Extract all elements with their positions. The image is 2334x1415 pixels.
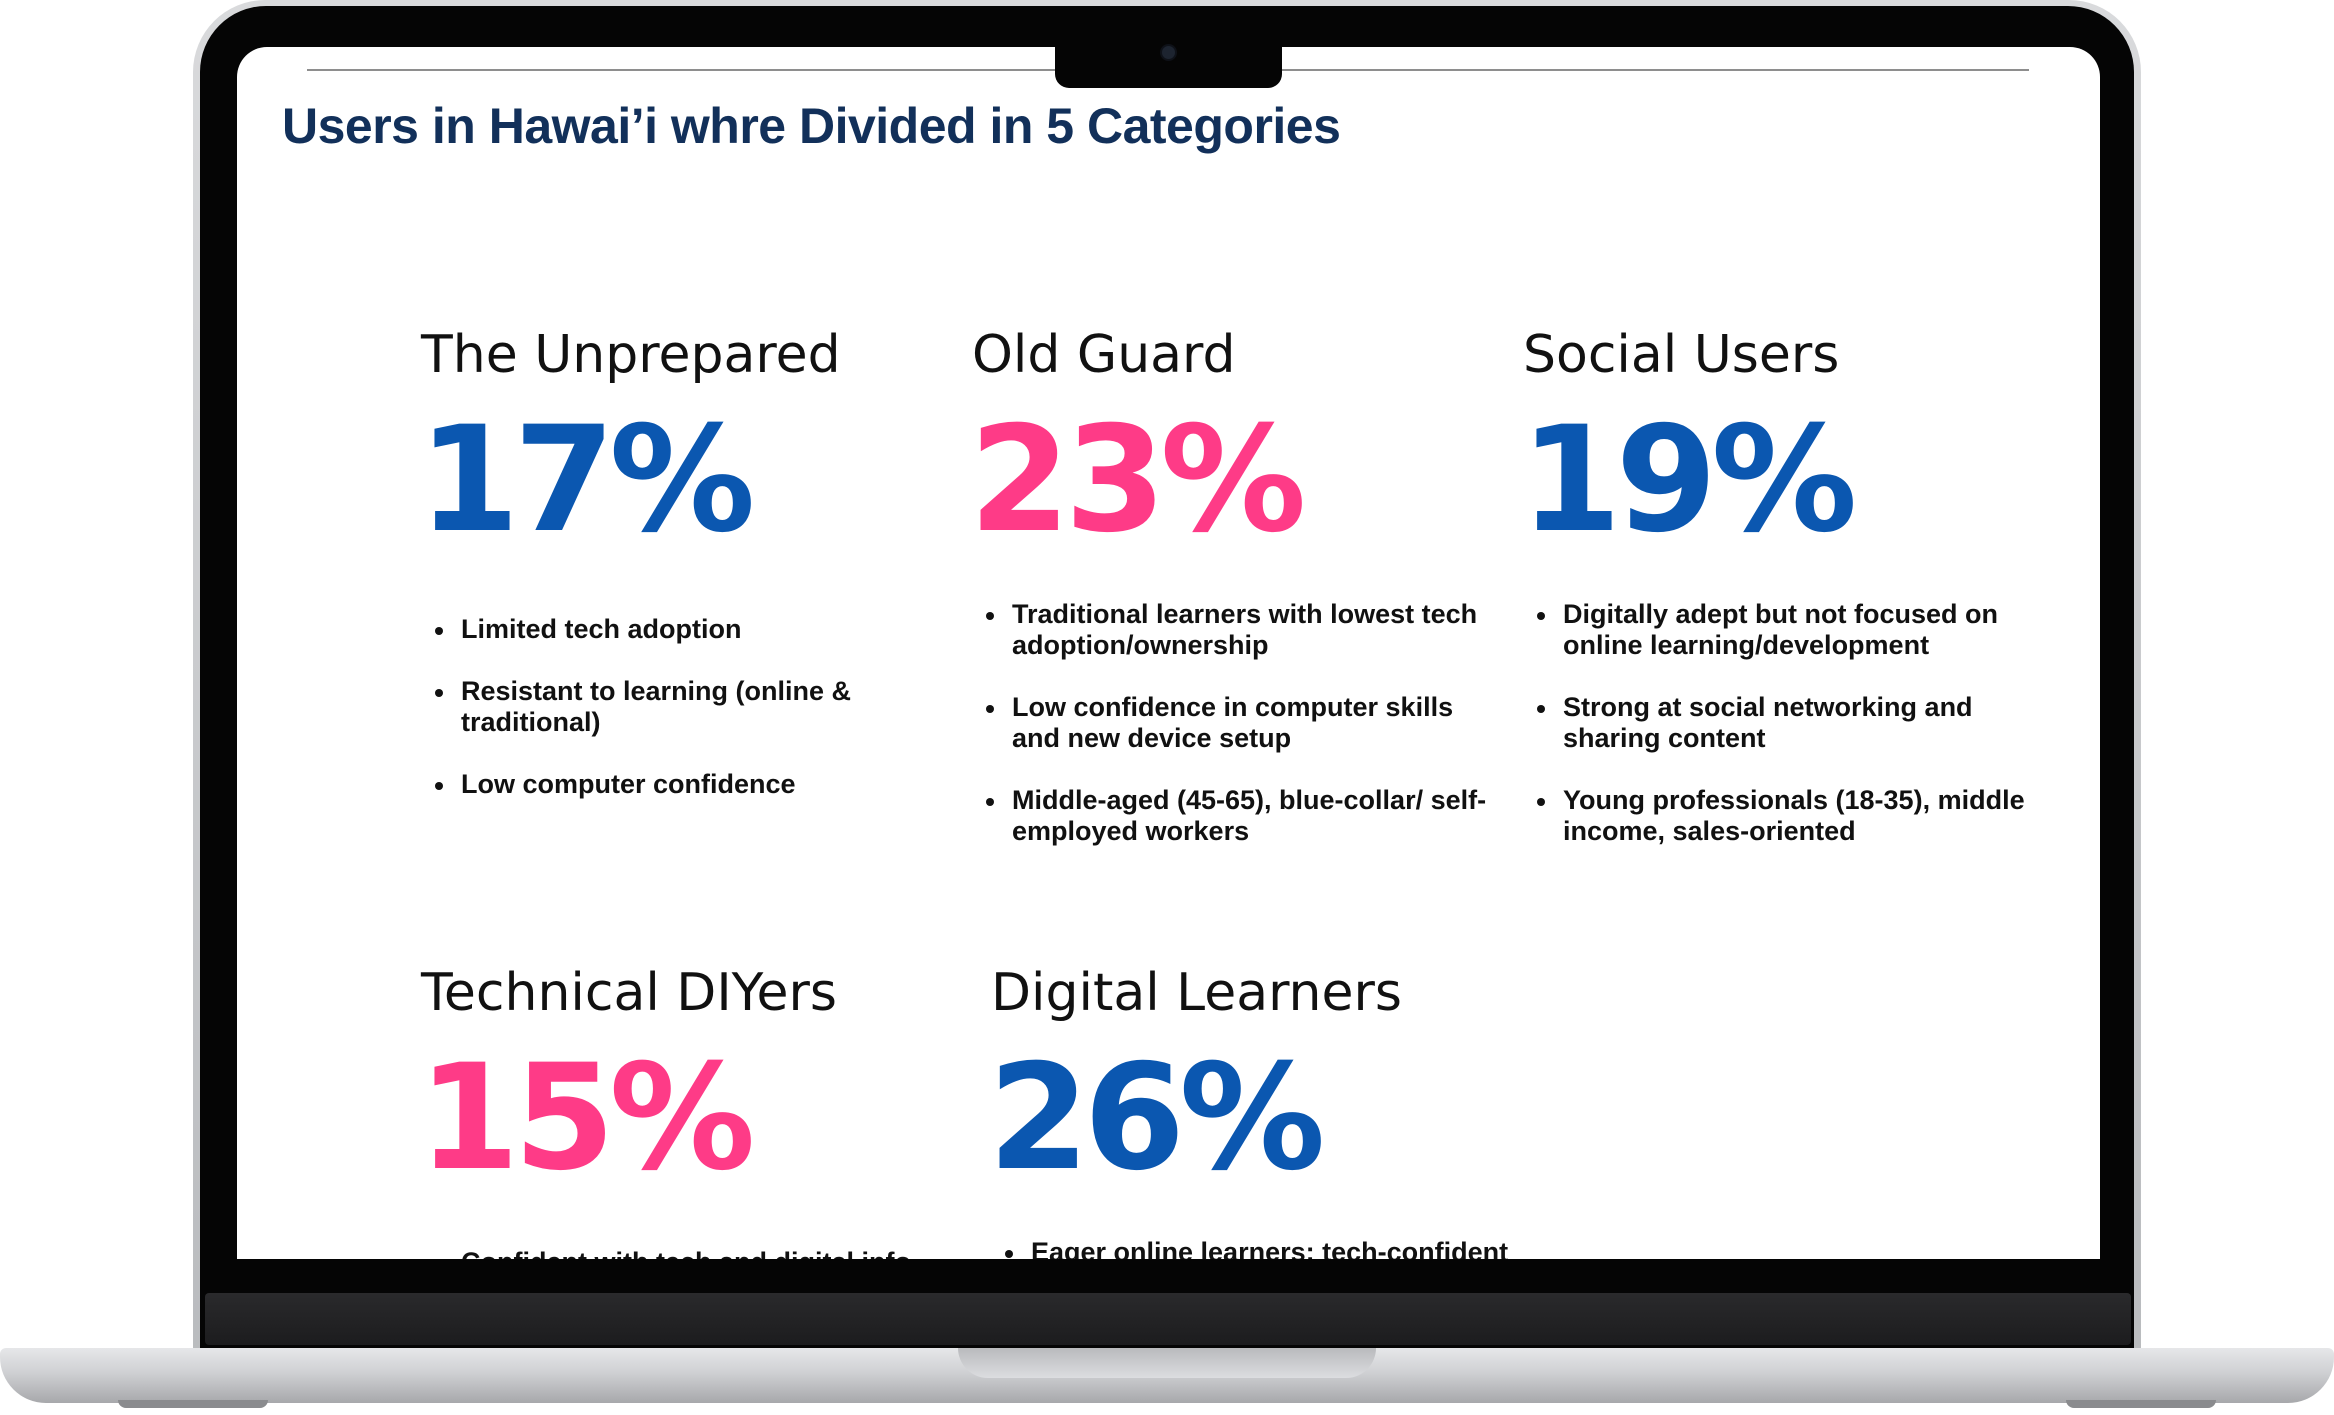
bullet-item: Strong at social networking and sharing … xyxy=(1523,692,2043,754)
bullet-item: Low confidence in computer skills and ne… xyxy=(972,692,1492,754)
camera-icon xyxy=(1160,44,1177,61)
category-percent: 26% xyxy=(988,1033,1325,1203)
category-percent: 19% xyxy=(1520,395,1857,565)
category-percent: 15% xyxy=(418,1033,755,1203)
laptop-screen: Users in Hawai’i whre Divided in 5 Categ… xyxy=(237,47,2100,1259)
category-name: Technical DIYers xyxy=(421,963,837,1023)
bullet-item: Eager online learners; tech-confident xyxy=(991,1237,1511,1259)
category-card-social-users: Social Users 19% Digitally adept but not… xyxy=(1520,325,2025,846)
category-card-unprepared: The Unprepared 17% Limited tech adoption… xyxy=(418,325,851,799)
category-bullets: Traditional learners with lowest tech ad… xyxy=(972,599,1492,878)
category-name: Old Guard xyxy=(972,325,1236,385)
category-bullets: Eager online learners; tech-confident xyxy=(991,1237,1511,1259)
category-name: The Unprepared xyxy=(421,325,841,385)
laptop-foot-right xyxy=(2066,1400,2216,1408)
category-name: Digital Learners xyxy=(991,963,1402,1023)
bullet-item: Traditional learners with lowest tech ad… xyxy=(972,599,1492,661)
laptop-opening-notch xyxy=(958,1348,1376,1378)
category-card-technical-diyers: Technical DIYers 15% Confident with tech… xyxy=(418,963,911,1259)
laptop-chin xyxy=(205,1293,2131,1345)
bullet-item: Confident with tech and digital info xyxy=(421,1247,941,1259)
bullet-item: Middle-aged (45-65), blue-collar/ self-e… xyxy=(972,785,1492,847)
category-percent: 17% xyxy=(418,395,755,565)
category-bullets: Digitally adept but not focused on onlin… xyxy=(1523,599,2043,878)
bullet-item: Resistant to learning (online & traditio… xyxy=(421,676,941,738)
slide-title: Users in Hawai’i whre Divided in 5 Categ… xyxy=(282,98,1341,154)
category-card-digital-learners: Digital Learners 26% Eager online learne… xyxy=(988,963,1508,1259)
bullet-item: Digitally adept but not focused on onlin… xyxy=(1523,599,2043,661)
category-percent: 23% xyxy=(969,395,1306,565)
category-bullets: Confident with tech and digital info xyxy=(421,1247,941,1259)
laptop-foot-left xyxy=(118,1400,268,1408)
bullet-item: Limited tech adoption xyxy=(421,614,941,645)
category-name: Social Users xyxy=(1523,325,1840,385)
category-card-old-guard: Old Guard 23% Traditional learners with … xyxy=(969,325,1486,846)
bullet-item: Young professionals (18-35), middle inco… xyxy=(1523,785,2043,847)
category-bullets: Limited tech adoption Resistant to learn… xyxy=(421,614,941,831)
bullet-item: Low computer confidence xyxy=(421,769,941,800)
